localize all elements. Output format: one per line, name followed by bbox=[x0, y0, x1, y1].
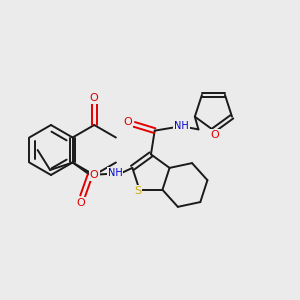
Text: NH: NH bbox=[174, 121, 189, 131]
Text: O: O bbox=[124, 117, 133, 127]
Text: O: O bbox=[210, 130, 219, 140]
Text: NH: NH bbox=[108, 168, 122, 178]
Text: O: O bbox=[77, 198, 85, 208]
Text: O: O bbox=[90, 93, 99, 103]
Text: O: O bbox=[90, 170, 99, 180]
Text: S: S bbox=[134, 186, 142, 196]
